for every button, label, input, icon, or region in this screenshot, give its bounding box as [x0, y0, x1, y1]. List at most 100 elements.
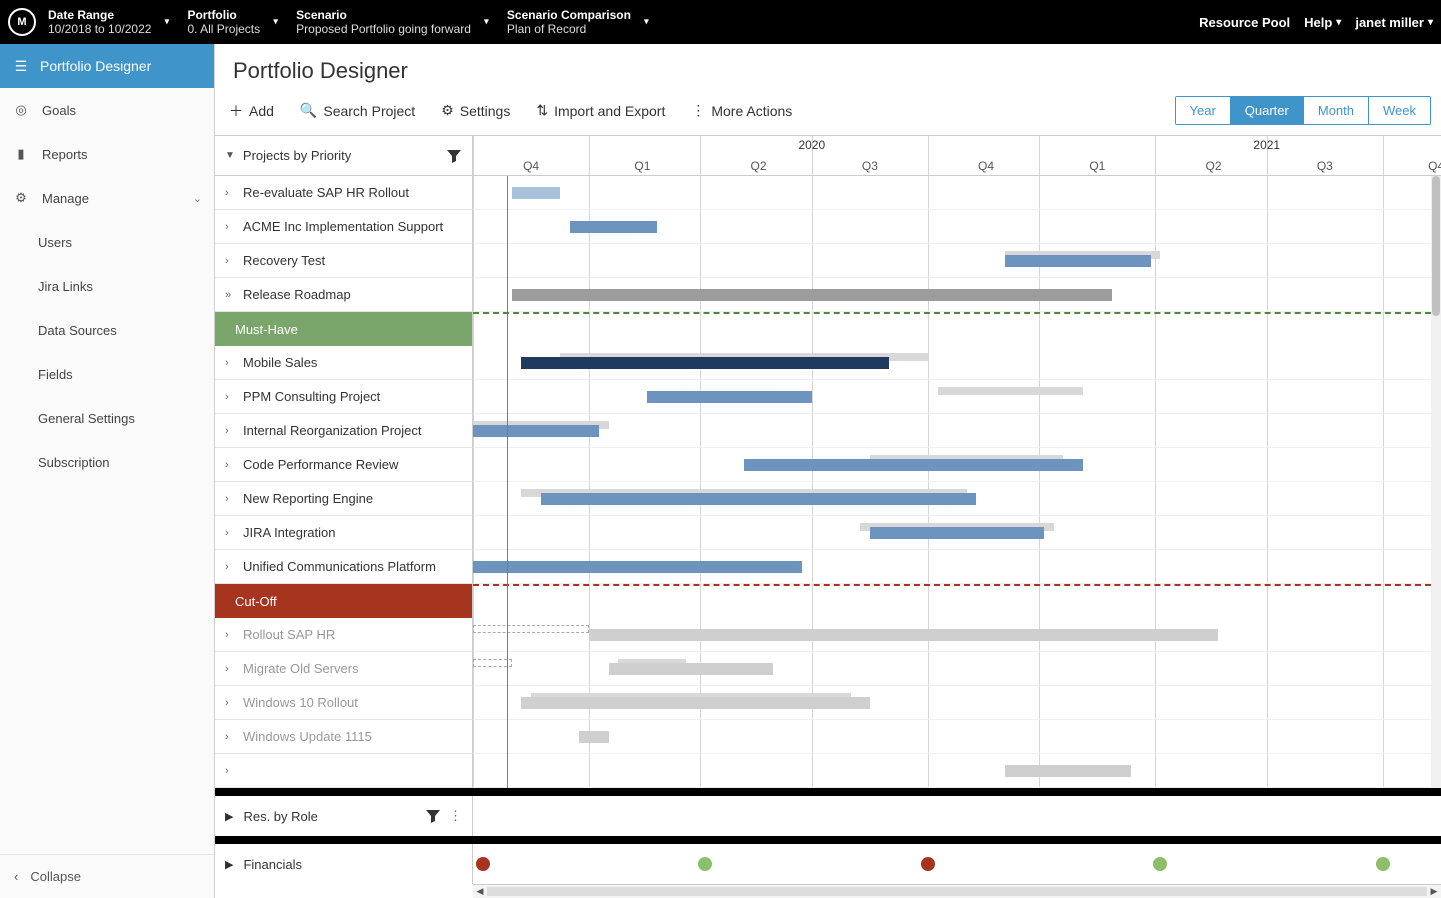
gantt-project-row[interactable]: ›Rollout SAP HR [215, 618, 472, 652]
gantt-bar[interactable] [473, 425, 599, 437]
gantt-bar-row[interactable] [473, 652, 1441, 686]
scroll-left-icon[interactable]: ◀ [473, 885, 487, 898]
gantt-bar[interactable] [541, 493, 977, 505]
resource-pool-link[interactable]: Resource Pool [1199, 15, 1290, 30]
gantt-bar-row[interactable] [473, 414, 1441, 448]
gantt-bar-row[interactable] [473, 380, 1441, 414]
gantt-project-row[interactable]: ›Code Performance Review [215, 448, 472, 482]
gantt-project-row[interactable]: »Release Roadmap [215, 278, 472, 312]
gantt-project-row[interactable]: ›Windows 10 Rollout [215, 686, 472, 720]
gantt-project-row[interactable]: ›Mobile Sales [215, 346, 472, 380]
more-icon[interactable]: ⋮ [449, 808, 462, 824]
gantt-bar-row[interactable] [473, 720, 1441, 754]
selector-scenario[interactable]: Scenario Proposed Portfolio going forwar… [296, 8, 489, 36]
gantt-project-row[interactable]: ›Recovery Test [215, 244, 472, 278]
zoom-quarter[interactable]: Quarter [1231, 97, 1304, 124]
res-by-role-header[interactable]: ▶ Res. by Role ⋮ [215, 796, 473, 836]
gantt-bar-row[interactable] [473, 550, 1441, 584]
gantt-project-row[interactable]: ›Migrate Old Servers [215, 652, 472, 686]
gantt-bar[interactable] [512, 289, 1112, 301]
gantt-bar[interactable] [473, 561, 802, 573]
gantt-project-row[interactable]: ›Unified Communications Platform [215, 550, 472, 584]
add-button[interactable]: ＋Add [229, 101, 274, 121]
financials-header[interactable]: ▶ Financials [215, 844, 473, 884]
gantt-band-line [473, 312, 1441, 346]
selector-portfolio[interactable]: Portfolio 0. All Projects [187, 8, 278, 36]
res-by-role-panel: ▶ Res. by Role ⋮ [215, 788, 1441, 836]
sidebar-subitem-data-sources[interactable]: Data Sources [0, 308, 214, 352]
search-button[interactable]: 🔍Search Project [300, 102, 415, 119]
gantt-bar-row[interactable] [473, 618, 1441, 652]
scrollbar-thumb[interactable] [487, 887, 1427, 896]
sidebar-item-portfolio-designer[interactable]: ☰ Portfolio Designer [0, 44, 214, 88]
user-menu[interactable]: janet miller▾ [1355, 15, 1433, 30]
zoom-month[interactable]: Month [1304, 97, 1369, 124]
sidebar-subitem-general-settings[interactable]: General Settings [0, 396, 214, 440]
gantt-bar[interactable] [744, 459, 1083, 471]
sidebar-item-goals[interactable]: ◎ Goals [0, 88, 214, 132]
scroll-right-icon[interactable]: ▶ [1427, 885, 1441, 898]
horizontal-scrollbar[interactable]: ◀ ▶ [473, 884, 1441, 898]
gantt-bar-row[interactable] [473, 176, 1441, 210]
import-export-button[interactable]: ⇅Import and Export [536, 102, 665, 119]
gantt-bar-row[interactable] [473, 754, 1441, 788]
sidebar-subitem-subscription[interactable]: Subscription [0, 440, 214, 484]
gantt-bar[interactable] [647, 391, 812, 403]
sidebar-item-manage[interactable]: ⚙ Manage ⌄ [0, 176, 214, 220]
gantt-project-row[interactable]: ›Internal Reorganization Project [215, 414, 472, 448]
gantt-timeline-rows[interactable] [473, 176, 1441, 788]
gantt-bar[interactable] [870, 527, 1044, 539]
gantt-bar[interactable] [473, 625, 589, 633]
project-label: JIRA Integration [243, 525, 336, 540]
sidebar-subitem-fields[interactable]: Fields [0, 352, 214, 396]
gantt-bar-row[interactable] [473, 210, 1441, 244]
selector-value: Proposed Portfolio going forward [296, 22, 471, 36]
gantt-bar-row[interactable] [473, 244, 1441, 278]
scrollbar-thumb[interactable] [1432, 176, 1440, 316]
gantt-bar[interactable] [938, 387, 1083, 395]
gantt-bar[interactable] [570, 221, 657, 233]
gantt-bar[interactable] [1005, 255, 1150, 267]
gantt-left-panel: ▼ Projects by Priority ›Re-evaluate SAP … [215, 136, 473, 788]
status-dot [1376, 857, 1390, 871]
gantt-project-row[interactable]: ›Re-evaluate SAP HR Rollout [215, 176, 472, 210]
gantt-project-row[interactable]: ›Windows Update 1115 [215, 720, 472, 754]
gantt-project-row[interactable]: ›PPM Consulting Project [215, 380, 472, 414]
more-actions-button[interactable]: ⋮More Actions [691, 102, 792, 119]
sidebar-item-reports[interactable]: ▮ Reports [0, 132, 214, 176]
gantt-project-row[interactable]: ›ACME Inc Implementation Support [215, 210, 472, 244]
filter-icon[interactable] [425, 808, 441, 825]
gantt-left-header[interactable]: ▼ Projects by Priority [215, 136, 472, 176]
sidebar-subitem-jira-links[interactable]: Jira Links [0, 264, 214, 308]
selector-date-range[interactable]: Date Range 10/2018 to 10/2022 [48, 8, 169, 36]
gantt-bar-row[interactable] [473, 686, 1441, 720]
chevron-down-icon: ⌄ [193, 192, 202, 205]
gantt-bar-row[interactable] [473, 516, 1441, 550]
menu-icon: ☰ [12, 58, 30, 75]
settings-button[interactable]: ⚙Settings [441, 102, 510, 119]
gantt-bar-row[interactable] [473, 448, 1441, 482]
gantt-bar[interactable] [521, 357, 889, 369]
gantt-bar[interactable] [609, 663, 774, 675]
help-menu[interactable]: Help▾ [1304, 15, 1341, 30]
gantt-bar-row[interactable] [473, 278, 1441, 312]
gantt-project-row[interactable]: ›JIRA Integration [215, 516, 472, 550]
vertical-scrollbar[interactable] [1431, 176, 1441, 788]
gantt-project-row[interactable]: ›New Reporting Engine [215, 482, 472, 516]
gantt-bar-row[interactable] [473, 346, 1441, 380]
sidebar-subitem-users[interactable]: Users [0, 220, 214, 264]
gantt-bar-row[interactable] [473, 482, 1441, 516]
sidebar-collapse[interactable]: ‹ Collapse [0, 854, 214, 898]
gantt-bar[interactable] [579, 731, 608, 743]
gantt-bar[interactable] [589, 629, 1218, 641]
gantt-bar[interactable] [521, 697, 869, 709]
gantt-bar[interactable] [512, 187, 560, 199]
selector-scenario-comparison[interactable]: Scenario Comparison Plan of Record [507, 8, 649, 36]
filter-icon[interactable] [446, 147, 462, 164]
zoom-year[interactable]: Year [1176, 97, 1231, 124]
gantt-bar[interactable] [1005, 765, 1131, 777]
zoom-week[interactable]: Week [1369, 97, 1430, 124]
status-dot [1153, 857, 1167, 871]
app-logo[interactable]: M [8, 8, 36, 36]
gantt-project-row[interactable]: › [215, 754, 472, 788]
